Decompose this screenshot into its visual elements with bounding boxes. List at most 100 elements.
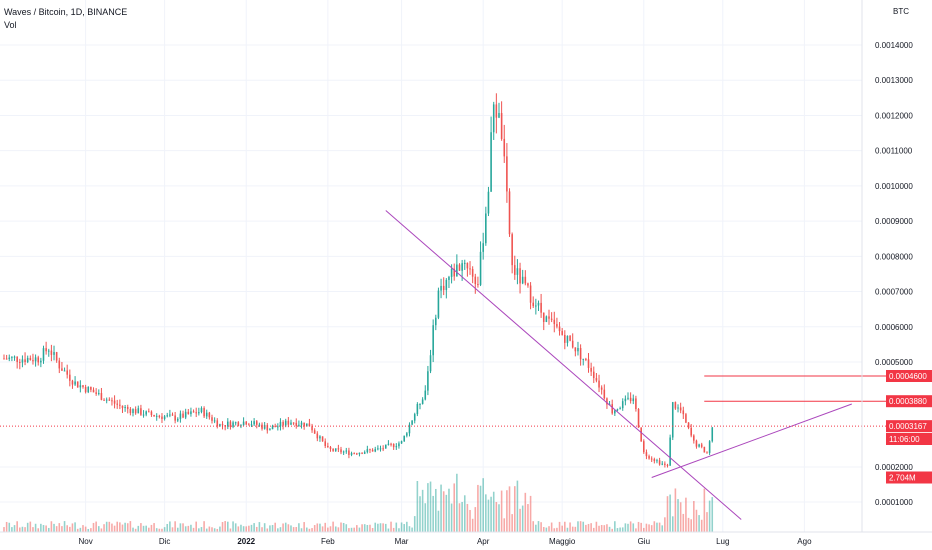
candle-body — [614, 410, 616, 414]
volume-bar — [384, 523, 387, 532]
price-tag-label: 11:06:00 — [889, 435, 920, 444]
time-axis[interactable]: Nov Dic 2022 Feb Mar Apr Maggio Giu Lug Ago — [79, 537, 813, 546]
candle-body — [229, 421, 232, 427]
candle-body — [71, 380, 74, 385]
candle-body — [379, 448, 382, 450]
volume-bar — [519, 508, 521, 532]
volume-bar — [550, 522, 553, 532]
volume-bar — [227, 521, 229, 532]
volume-bar — [498, 504, 500, 532]
volume-bar — [108, 521, 111, 532]
candle-body — [82, 385, 84, 387]
volume-bar — [556, 527, 558, 532]
volume-bar — [100, 528, 103, 532]
candle-body — [535, 305, 537, 307]
volume-bar — [474, 507, 477, 532]
volume-bar — [437, 510, 440, 532]
volume-bar — [608, 526, 611, 532]
volume-bar — [208, 526, 211, 532]
candle-body — [361, 452, 363, 454]
candle-body — [374, 449, 377, 452]
candle-body — [119, 404, 121, 406]
candle-body — [532, 302, 535, 307]
volume-bar — [311, 528, 313, 532]
candle-body — [669, 437, 671, 466]
candle-body — [506, 156, 508, 192]
volume-bar — [392, 527, 395, 532]
candle-body — [371, 449, 374, 452]
candle-body — [145, 411, 147, 415]
volume-bar — [279, 527, 282, 532]
x-tick-label: Dic — [159, 537, 171, 546]
candle-body — [287, 420, 290, 425]
volume-bar — [129, 521, 132, 532]
volume-bar — [598, 525, 600, 532]
volume-bar — [582, 521, 585, 532]
candle-body — [619, 408, 621, 410]
candle-body — [695, 440, 698, 447]
candle-body — [463, 262, 466, 264]
volume-indicator-label[interactable]: Vol — [4, 20, 17, 30]
volume-bar — [205, 528, 208, 532]
candle-body — [664, 463, 666, 465]
candle-body — [529, 285, 532, 303]
volume-bar — [240, 524, 242, 532]
volume-bar — [303, 522, 305, 532]
volume-bar — [564, 521, 566, 532]
candle-body — [658, 460, 661, 465]
candle-body — [666, 464, 669, 466]
volume-bar — [300, 528, 303, 532]
volume-bar — [263, 523, 266, 532]
volume-bar — [661, 525, 664, 532]
volume-bar — [319, 523, 321, 532]
candle-body — [474, 276, 477, 285]
volume-bar — [358, 527, 361, 532]
volume-bar — [537, 521, 540, 532]
volume-bar — [21, 526, 24, 532]
volume-bar — [429, 481, 432, 532]
candle-body — [445, 279, 448, 291]
price-tag-label: 0.0003880 — [889, 397, 927, 406]
volume-bar — [471, 518, 474, 532]
volume-bar — [629, 521, 632, 532]
volume-bar — [40, 523, 42, 532]
volume-bar — [398, 528, 400, 532]
candle-body — [340, 449, 342, 453]
candle-body — [290, 422, 292, 425]
candle-body — [303, 422, 305, 427]
candle-body — [585, 358, 587, 360]
volume-bar — [635, 528, 637, 532]
candle-body — [129, 408, 132, 414]
volume-bar — [163, 527, 166, 532]
price-tag-label: 2.704M — [889, 474, 916, 483]
price-axis[interactable]: 0.0014000 0.0013000 0.0012000 0.0011000 0.00… — [875, 41, 913, 507]
volume-bar — [200, 527, 203, 532]
symbol-title[interactable]: Waves / Bitcoin, 1D, BINANCE — [4, 7, 128, 17]
candle-body — [163, 416, 166, 419]
candle-body — [198, 412, 200, 414]
volume-bar — [456, 473, 458, 532]
candle-body — [179, 413, 182, 419]
volume-bar — [284, 522, 287, 532]
volume-bar — [274, 522, 276, 532]
volume-bar — [145, 525, 147, 532]
candle-body — [284, 420, 287, 426]
volume-bar — [361, 524, 363, 532]
candle-body — [242, 421, 245, 426]
volume-bar — [155, 528, 158, 532]
volume-bar — [495, 501, 498, 532]
candle-body — [550, 318, 553, 320]
volume-bar — [8, 522, 11, 532]
candle-body — [458, 264, 461, 271]
candle-body — [687, 422, 690, 428]
volume-bar — [627, 523, 629, 532]
volume-bar — [640, 522, 642, 532]
candle-body — [508, 191, 511, 235]
volume-bar — [374, 522, 377, 532]
candle-body — [640, 427, 642, 442]
candle-body — [316, 433, 319, 439]
price-tag-box — [886, 395, 932, 408]
candle-body — [616, 409, 619, 411]
volume-bar — [34, 523, 37, 532]
